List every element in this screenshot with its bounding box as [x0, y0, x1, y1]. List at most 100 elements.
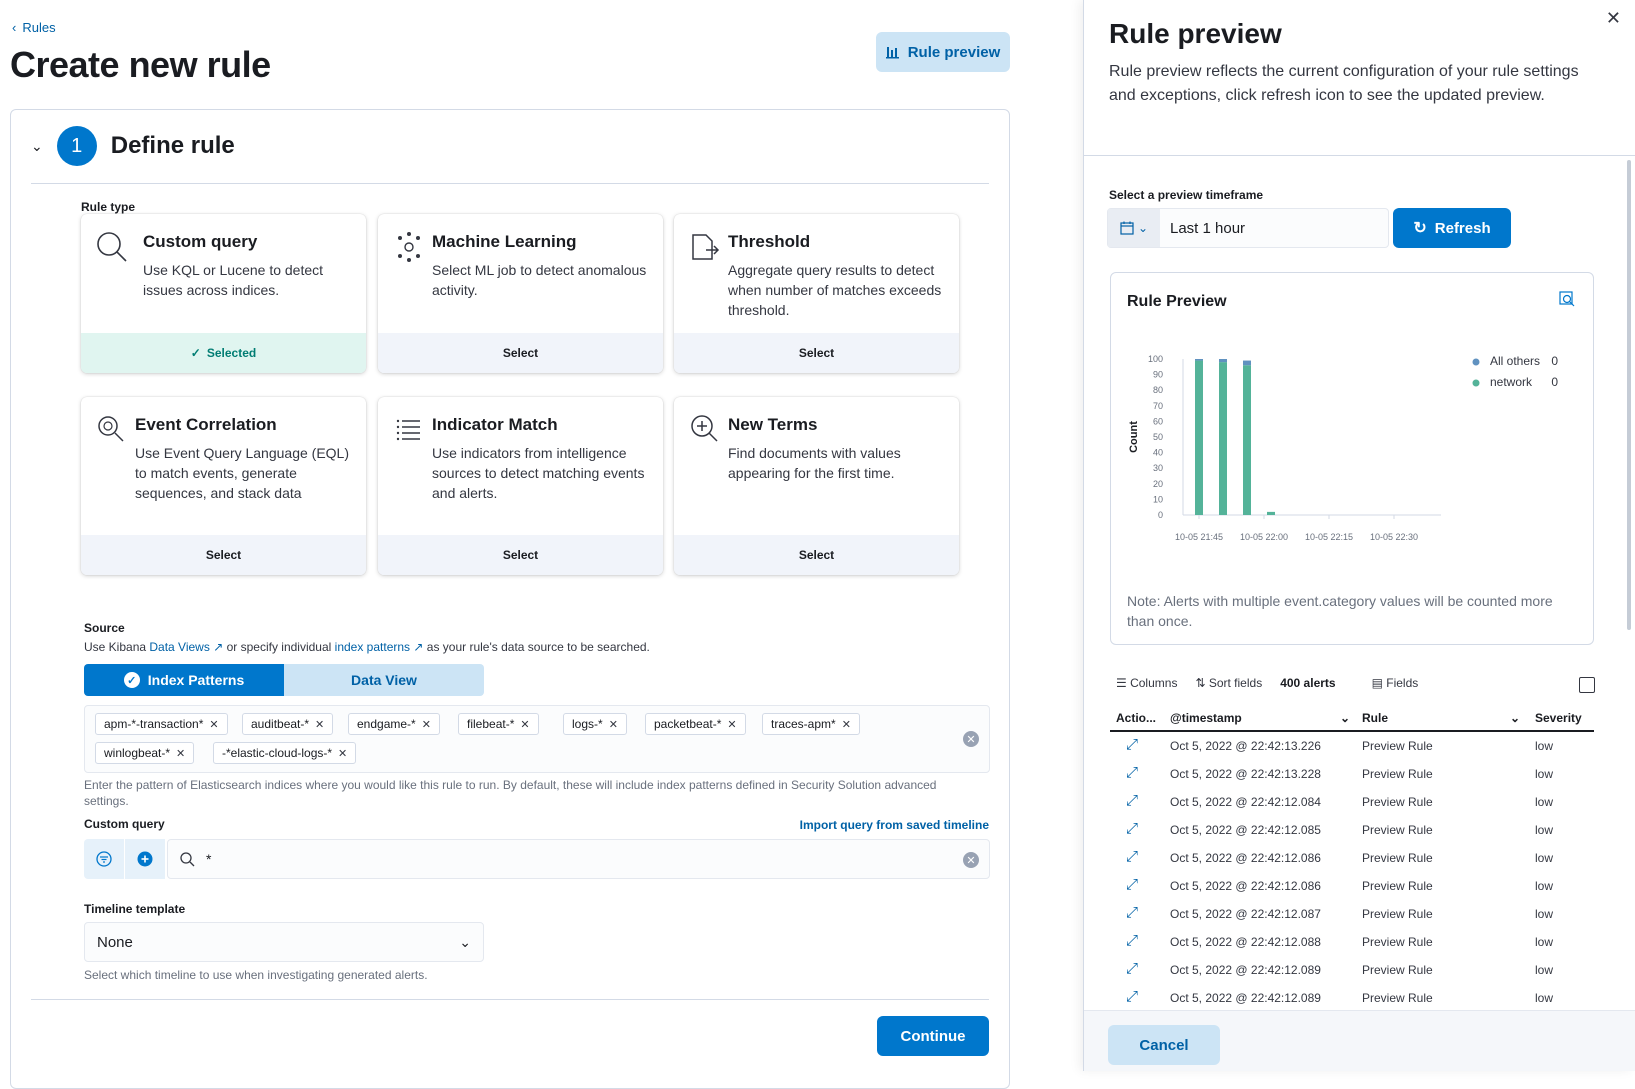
card-new-terms[interactable]: New Terms Find documents with values app…	[674, 397, 959, 575]
data-view-tab[interactable]: Data View	[284, 664, 484, 696]
col-severity[interactable]: Severity	[1535, 711, 1582, 725]
card-machine-learning[interactable]: Machine Learning Select ML job to detect…	[378, 214, 663, 373]
calendar-icon	[1120, 221, 1134, 235]
close-icon[interactable]: ✕	[608, 718, 618, 731]
expand-icon[interactable]: ⤢	[1126, 848, 1139, 865]
fields-button[interactable]: ▤ Fields	[1371, 676, 1419, 690]
card-custom-query[interactable]: Custom query Use KQL or Lucene to detect…	[81, 214, 366, 373]
timeframe-value: Last 1 hour	[1170, 219, 1246, 237]
clear-icon[interactable]: ✕	[963, 852, 979, 868]
close-icon[interactable]: ✕	[1605, 8, 1621, 28]
index-pattern-pill[interactable]: apm-*-transaction* ✕	[95, 713, 228, 735]
index-pattern-pill[interactable]: logs-* ✕	[563, 713, 627, 735]
add-filter-button[interactable]	[125, 839, 165, 879]
index-patterns-link[interactable]: index patterns	[334, 640, 411, 654]
chevron-down-icon: ⌄	[459, 933, 471, 950]
col-rule[interactable]: Rule	[1362, 711, 1389, 725]
legend-value: 0	[1551, 375, 1558, 389]
card-select-button[interactable]: Select	[81, 535, 366, 575]
cell-timestamp: Oct 5, 2022 @ 22:42:12.089	[1170, 991, 1321, 1005]
source-label: Source	[84, 621, 125, 635]
card-select-button[interactable]: Select	[674, 535, 959, 575]
close-icon[interactable]: ✕	[176, 747, 186, 760]
bar-all-others	[1219, 359, 1227, 363]
expand-icon[interactable]: ⤢	[1126, 792, 1139, 809]
close-icon[interactable]: ✕	[841, 718, 851, 731]
scrollbar[interactable]	[1627, 160, 1631, 630]
sort-fields-button[interactable]: ⇅ Sort fields	[1195, 676, 1263, 690]
expand-icon[interactable]: ⤢	[1126, 876, 1139, 893]
expand-icon[interactable]: ⤢	[1126, 932, 1139, 949]
fullscreen-icon[interactable]	[1579, 677, 1595, 693]
table-row: ⤢ Oct 5, 2022 @ 22:42:12.089 Preview Rule l…	[1110, 956, 1594, 984]
card-title: Custom query	[143, 232, 258, 251]
refresh-button[interactable]: ↻ Refresh	[1393, 208, 1511, 248]
inspect-icon[interactable]	[1559, 291, 1575, 307]
card-select-button[interactable]: Select	[378, 535, 663, 575]
index-pattern-pill[interactable]: auditbeat-* ✕	[242, 713, 334, 735]
close-icon[interactable]: ✕	[727, 718, 737, 731]
col-timestamp[interactable]: @timestamp	[1170, 711, 1242, 725]
step-header[interactable]: ⌄ 1 Define rule	[31, 126, 235, 166]
index-patterns-combobox[interactable]: apm-*-transaction* ✕ auditbeat-* ✕ endgame…	[84, 705, 990, 773]
card-desc: Use Event Query Language (EQL) to match …	[135, 445, 350, 501]
filter-options-button[interactable]	[84, 839, 124, 879]
expand-icon[interactable]: ⤢	[1126, 764, 1139, 781]
close-icon[interactable]: ✕	[315, 718, 325, 731]
pill-label: logs-*	[572, 717, 603, 731]
timeframe-picker[interactable]: ⌄ Last 1 hour	[1107, 208, 1389, 248]
card-indicator-match[interactable]: Indicator Match Use indicators from inte…	[378, 397, 663, 575]
expand-icon[interactable]: ⤢	[1126, 960, 1139, 977]
index-pattern-pill[interactable]: filebeat-* ✕	[458, 713, 539, 735]
close-icon[interactable]: ✕	[520, 718, 530, 731]
bar-network	[1219, 362, 1227, 515]
expand-icon[interactable]: ⤢	[1126, 736, 1139, 753]
define-rule-panel: ⌄ 1 Define rule Rule type Custom query U…	[10, 109, 1010, 1089]
index-patterns-help: Enter the pattern of Elasticsearch indic…	[84, 778, 937, 808]
chevron-down-icon[interactable]: ⌄	[31, 137, 43, 154]
breadcrumb-rules[interactable]: Rules	[22, 20, 56, 35]
cell-timestamp: Oct 5, 2022 @ 22:42:12.087	[1170, 907, 1321, 921]
index-pattern-pill[interactable]: traces-apm* ✕	[762, 713, 860, 735]
cell-timestamp: Oct 5, 2022 @ 22:42:12.089	[1170, 963, 1321, 977]
index-pattern-pill[interactable]: winlogbeat-* ✕	[95, 742, 195, 764]
cancel-button[interactable]: Cancel	[1108, 1025, 1220, 1065]
rule-preview-button[interactable]: Rule preview	[876, 32, 1010, 72]
cell-rule: Preview Rule	[1362, 795, 1433, 809]
import-query-link[interactable]: Import query from saved timeline	[799, 818, 989, 832]
clear-icon[interactable]: ✕	[963, 731, 979, 747]
query-input[interactable]: * ✕	[167, 839, 990, 879]
close-icon[interactable]: ✕	[421, 718, 431, 731]
cell-timestamp: Oct 5, 2022 @ 22:42:13.228	[1170, 767, 1321, 781]
close-icon[interactable]: ✕	[209, 718, 219, 731]
cell-timestamp: Oct 5, 2022 @ 22:42:12.085	[1170, 823, 1321, 837]
table-toolbar: ☰ Columns ⇅ Sort fields 400 alerts ▤ Fie…	[1116, 676, 1418, 690]
chevron-down-icon[interactable]: ⌄	[1510, 711, 1521, 725]
close-icon[interactable]: ✕	[338, 747, 348, 760]
timeline-template-select[interactable]: None ⌄	[84, 922, 484, 962]
index-pattern-pill[interactable]: packetbeat-* ✕	[645, 713, 746, 735]
card-event-correlation[interactable]: Event Correlation Use Event Query Langua…	[81, 397, 366, 575]
cell-rule: Preview Rule	[1362, 935, 1433, 949]
pill-label: packetbeat-*	[654, 717, 722, 731]
zoom-plus-icon	[691, 415, 718, 442]
card-selected-footer[interactable]: ✓ Selected	[81, 333, 366, 373]
index-pattern-pill[interactable]: -*elastic-cloud-logs-* ✕	[213, 742, 357, 764]
continue-button[interactable]: Continue	[877, 1016, 989, 1056]
columns-button[interactable]: ☰ Columns	[1116, 676, 1178, 690]
expand-icon[interactable]: ⤢	[1126, 820, 1139, 837]
select-value: None	[97, 933, 133, 951]
card-threshold[interactable]: Threshold Aggregate query results to det…	[674, 214, 959, 373]
expand-icon[interactable]: ⤢	[1126, 988, 1139, 1005]
index-patterns-tab[interactable]: ✓ Index Patterns	[84, 664, 284, 696]
col-actions[interactable]: Actio...	[1116, 711, 1157, 725]
bar-network	[1195, 360, 1203, 515]
breadcrumb[interactable]: ‹ Rules	[12, 20, 56, 35]
index-pattern-pill[interactable]: endgame-* ✕	[348, 713, 440, 735]
quick-select-button[interactable]: ⌄	[1108, 209, 1160, 247]
data-views-link[interactable]: Data Views	[149, 640, 210, 654]
expand-icon[interactable]: ⤢	[1126, 904, 1139, 921]
card-select-button[interactable]: Select	[378, 333, 663, 373]
card-select-button[interactable]: Select	[674, 333, 959, 373]
chevron-down-icon[interactable]: ⌄	[1340, 711, 1351, 725]
